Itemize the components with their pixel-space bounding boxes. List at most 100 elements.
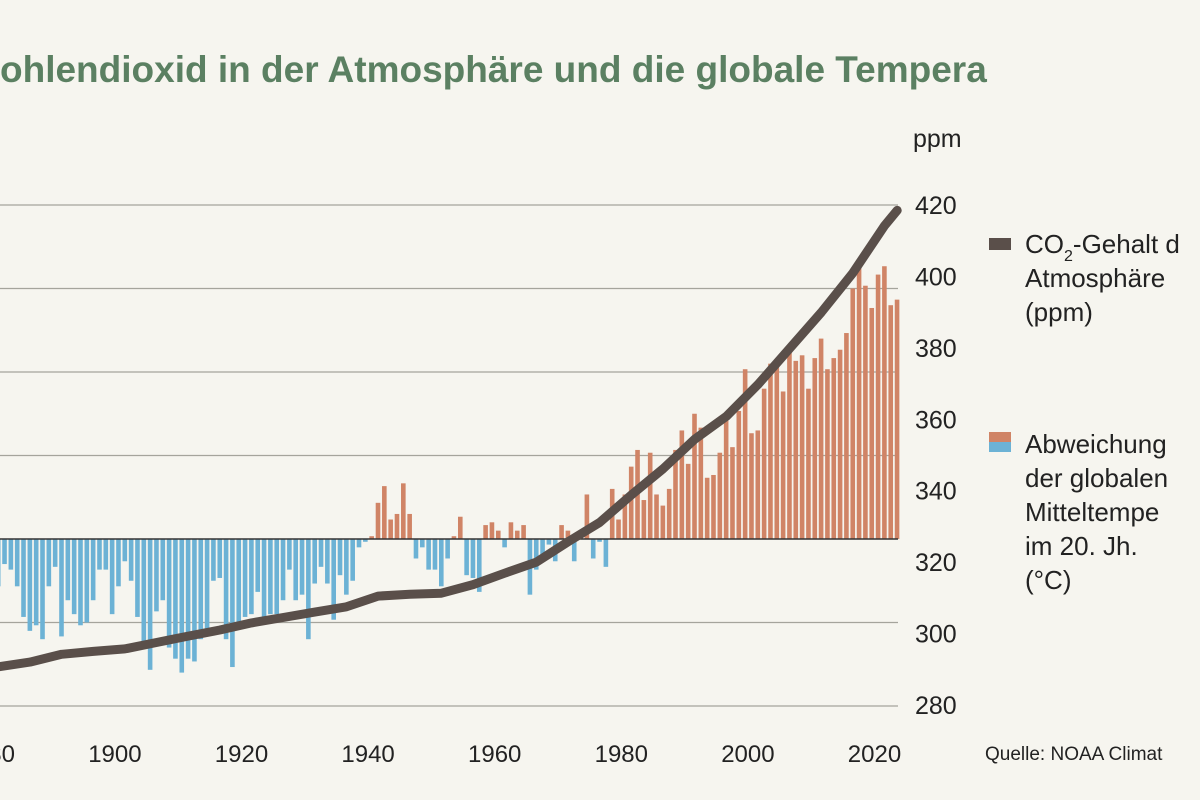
- temperature-bar-2011: [825, 369, 830, 539]
- legend-temp-label-2: der globalen: [1025, 463, 1168, 493]
- temperature-bar-1948: [426, 539, 431, 570]
- temperature-bar-2022: [894, 299, 900, 539]
- temperature-bar-1908: [173, 539, 178, 659]
- temperature-bar-2016: [856, 263, 862, 539]
- chart-title: ohlendioxid in der Atmosphäre und die gl…: [0, 49, 987, 90]
- temperature-bar-2021: [888, 305, 894, 539]
- temperature-bar-1920: [249, 539, 254, 615]
- temperature-bar-1901: [128, 539, 134, 581]
- temperature-bar-1929: [306, 539, 311, 640]
- temperature-bar-1950: [439, 539, 444, 587]
- temperature-bar-1967: [546, 539, 552, 545]
- temperature-bar-1886: [33, 539, 39, 626]
- legend-temp-label-4: im 20. Jh.: [1025, 531, 1138, 561]
- temperature-bar-1894: [84, 539, 90, 623]
- temperature-bar-1975: [597, 539, 602, 542]
- legend-cold-swatch: [989, 442, 1011, 452]
- temperature-bar-1924: [274, 539, 280, 615]
- legend-co2-label-1: CO2-Gehalt d: [1025, 229, 1180, 265]
- temperature-bar-1917: [230, 539, 235, 668]
- y-tick-label: 340: [915, 478, 957, 506]
- temperature-bar-1966: [540, 539, 545, 556]
- temperature-bar-1892: [71, 539, 77, 615]
- temperature-bar-1940: [375, 502, 381, 539]
- temperature-bar-1937: [356, 539, 362, 548]
- temperature-bar-2015: [850, 288, 856, 539]
- temperature-bar-1987: [673, 449, 678, 539]
- temperature-bar-2003: [774, 366, 780, 539]
- y-tick-label: 280: [915, 692, 957, 720]
- temperature-bar-2009: [812, 358, 818, 539]
- x-tick-label: 1880: [0, 741, 15, 768]
- y-tick-label: 380: [915, 335, 957, 363]
- temperature-bar-1999: [749, 433, 754, 539]
- temperature-bar-1903: [141, 539, 147, 642]
- temperature-bar-1954: [464, 539, 469, 576]
- legend: CO2-Gehalt d Atmosphäre (ppm) Abweichung…: [989, 229, 1180, 595]
- temperature-bar-1959: [495, 530, 501, 539]
- temperature-bar-1896: [97, 539, 102, 570]
- temperature-bar-1974: [590, 539, 596, 559]
- temperature-bar-1986: [666, 488, 672, 539]
- temperature-bars: [0, 263, 900, 673]
- temperature-bar-1945: [407, 513, 412, 539]
- temperature-bar-1891: [65, 539, 71, 601]
- temperature-bar-1911: [192, 539, 197, 662]
- temperature-bar-1963: [521, 525, 526, 539]
- temperature-bar-1912: [198, 539, 204, 640]
- temperature-bar-1988: [679, 430, 685, 539]
- temperature-bar-1887: [40, 539, 45, 640]
- temperature-bar-1992: [704, 477, 710, 539]
- temperature-bar-1880: [0, 539, 1, 587]
- temperature-bar-1882: [8, 539, 14, 570]
- x-tick-label: 1940: [341, 741, 394, 768]
- temperature-bar-1965: [533, 539, 539, 570]
- temperature-bar-1961: [508, 522, 514, 539]
- temperature-bar-1890: [59, 539, 64, 637]
- temperature-bar-1927: [293, 539, 299, 601]
- temperature-bar-1902: [135, 539, 140, 617]
- y-axis-unit: ppm: [913, 125, 962, 153]
- temperature-bar-1923: [268, 539, 273, 615]
- temperature-bar-2005: [787, 349, 792, 539]
- temperature-bar-1900: [122, 539, 128, 562]
- temperature-bar-1915: [217, 539, 223, 578]
- x-tick-label: 1900: [88, 741, 141, 768]
- co2-line: [0, 205, 902, 672]
- temperature-bar-1944: [401, 483, 406, 539]
- co2-subscript: 2: [1064, 248, 1073, 265]
- temperature-bar-1942: [388, 519, 393, 539]
- legend-co2-label-2: Atmosphäre: [1025, 263, 1165, 293]
- temperature-bar-2012: [831, 358, 837, 539]
- temperature-bar-1958: [489, 522, 495, 539]
- temperature-bar-2006: [793, 360, 799, 539]
- temperature-bar-1885: [27, 539, 33, 631]
- temperature-bar-2001: [761, 388, 767, 539]
- legend-temp-label-5: (°C): [1025, 565, 1072, 595]
- temperature-bar-1996: [730, 447, 735, 539]
- temperature-bar-1952: [451, 536, 457, 539]
- temperature-bar-1998: [742, 369, 748, 539]
- temperature-bar-1983: [647, 452, 653, 539]
- x-tick-label: 1980: [595, 741, 648, 768]
- temperature-bar-2018: [869, 307, 875, 539]
- temperature-bar-1930: [312, 539, 317, 584]
- x-tick-label: 1920: [215, 741, 268, 768]
- temperature-bar-1921: [255, 539, 261, 592]
- temperature-bar-1936: [350, 539, 355, 581]
- y-tick-label: 360: [915, 406, 957, 434]
- y-tick-label: 420: [915, 192, 957, 220]
- x-tick-label: 2020: [848, 741, 901, 768]
- temperature-bar-1905: [154, 539, 159, 612]
- temperature-bar-1943: [394, 513, 400, 539]
- co2-prefix: CO: [1025, 229, 1064, 259]
- temperature-bar-1888: [46, 539, 52, 587]
- temperature-bar-1898: [109, 539, 115, 615]
- temperature-bar-1906: [160, 539, 166, 601]
- temperature-bar-1957: [483, 525, 488, 539]
- y-tick-label: 300: [915, 621, 957, 649]
- temperature-bar-1990: [692, 413, 697, 539]
- temperature-bar-1916: [223, 539, 229, 640]
- temperature-bar-1881: [2, 539, 7, 565]
- temperature-bar-1884: [21, 539, 26, 617]
